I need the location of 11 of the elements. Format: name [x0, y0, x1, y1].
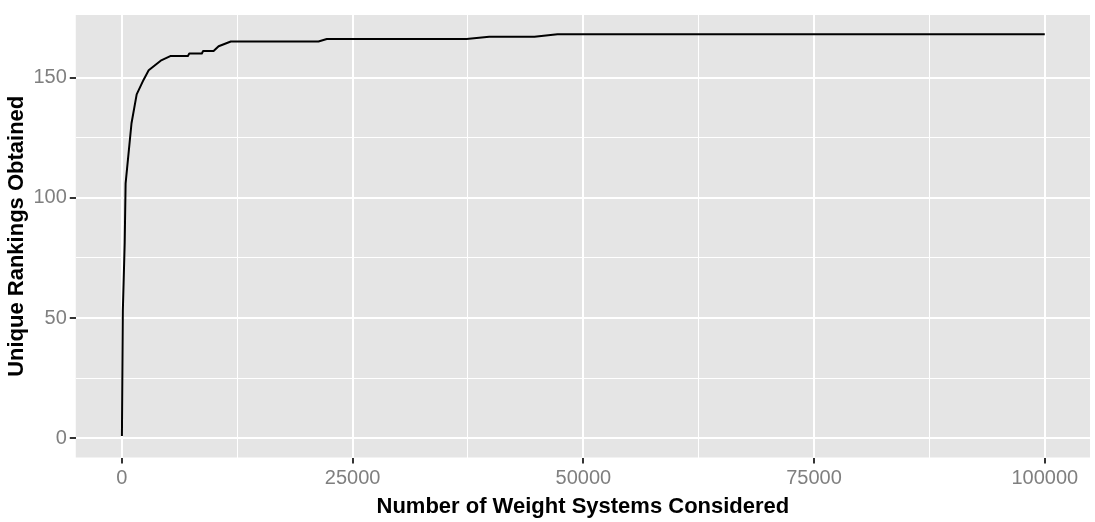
y-tick-label: 50 [44, 305, 67, 328]
x-axis-title: Number of Weight Systems Considered [376, 492, 790, 518]
x-tick-label: 100000 [1011, 466, 1079, 489]
y-tick-label: 150 [33, 65, 67, 88]
y-tick-label: 100 [33, 185, 67, 208]
x-tick-label: 75000 [786, 466, 842, 489]
x-tick-label: 50000 [555, 466, 612, 489]
y-axis-title: Unique Rankings Obtained [3, 95, 29, 377]
x-tick-label: 0 [116, 466, 128, 489]
y-tick-label: 0 [55, 425, 67, 448]
x-tick-label: 25000 [324, 466, 381, 489]
